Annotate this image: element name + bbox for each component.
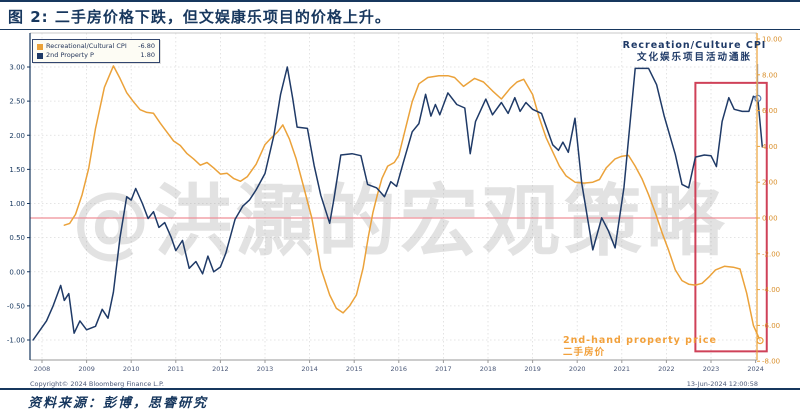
chart-legend: Recreational/Cultural CPI -6.80 2nd Prop… [32,39,160,63]
legend-label: Recreational/Cultural CPI [46,42,127,50]
left-axis-label: 0.00 [9,268,25,276]
title-divider [0,29,800,30]
x-axis-year-label: 2021 [614,365,631,373]
right-axis-label: 0.00 [762,215,778,223]
right-axis-label: -6.00 [762,322,780,330]
x-axis-year-label: 2014 [301,365,318,373]
annotation-property-price-zh: 二手房价 [563,347,606,358]
x-axis-year-label: 2012 [212,365,229,373]
left-axis-label: -0.50 [7,302,25,310]
timestamp-text: 13-Jun-2024 12:00:58 [686,380,758,388]
x-axis-year-label: 2023 [703,365,720,373]
watermark-text: @洪灝的宏观策略 [72,177,728,267]
annotation-recreation-cpi-en: Recreation/Culture CPI [622,40,767,51]
legend-item-cpi: Recreational/Cultural CPI -6.80 [37,42,155,51]
left-axis-label: 1.00 [9,200,25,208]
highlight-box [694,81,768,353]
right-axis-label: -8.00 [762,358,780,366]
x-axis-year-label: 2010 [123,365,140,373]
annotation-property-price-en: 2nd-hand property price [563,335,717,346]
legend-item-property: 2nd Property P 1.80 [37,51,155,60]
left-axis-label: 3.00 [9,64,25,72]
right-axis-label: -4.00 [762,286,780,294]
copyright-text: Copyright© 2024 Bloomberg Finance L.P. [30,380,164,388]
left-axis-label: 2.00 [9,132,25,140]
annotation-recreation-cpi-zh: 文化娱乐项目活动通胀 [636,52,752,63]
x-axis-year-label: 2016 [391,365,408,373]
x-axis-year-label: 2018 [480,365,497,373]
x-axis-year-label: 2022 [658,365,675,373]
cpi-series-swatch-icon [37,43,43,50]
left-axis-label: 0.50 [9,234,25,242]
right-axis-label: -2.00 [762,250,780,258]
x-axis-year-label: 2017 [435,365,452,373]
annotation-property-price: 2nd-hand property price 二手房价 [563,335,733,359]
figure-title: 图 2: 二手房价格下跌，但文娱康乐项目的价格上升。 [8,8,391,26]
x-axis-year-label: 2015 [346,365,363,373]
source-text: 资料来源：彭博，思睿研究 [28,396,209,411]
last-point-marker [754,94,762,102]
right-axis-label: 10.00 [762,36,782,44]
x-axis-year-label: 2020 [569,365,586,373]
last-point-marker [756,337,764,345]
legend-value: -6.80 [138,42,155,50]
x-axis-year-label: 2009 [78,365,95,373]
property-line [32,66,764,341]
x-axis-year-label: 2013 [257,365,274,373]
annotation-recreation-cpi: Recreation/Culture CPI 文化娱乐项目活动通胀 [612,40,777,64]
legend-value: 1.80 [140,51,155,59]
right-axis-label: 2.00 [762,179,778,187]
x-axis-year-label: 2011 [168,365,185,373]
right-axis-label: 6.00 [762,107,778,115]
legend-label: 2nd Property P [46,51,94,59]
right-axis-label: 4.00 [762,143,778,151]
top-divider [0,0,800,2]
x-axis-year-label: 2019 [524,365,541,373]
bottom-divider [0,388,800,390]
x-axis-year-label: 2008 [34,365,51,373]
right-axis-label: 8.00 [762,71,778,79]
left-axis-label: 2.50 [9,98,25,106]
x-axis-year-label: 2024 [747,365,764,373]
left-axis-label: -1.00 [7,337,25,345]
property-series-swatch-icon [37,52,43,59]
cpi-line [63,65,761,342]
left-axis-label: 1.50 [9,166,25,174]
